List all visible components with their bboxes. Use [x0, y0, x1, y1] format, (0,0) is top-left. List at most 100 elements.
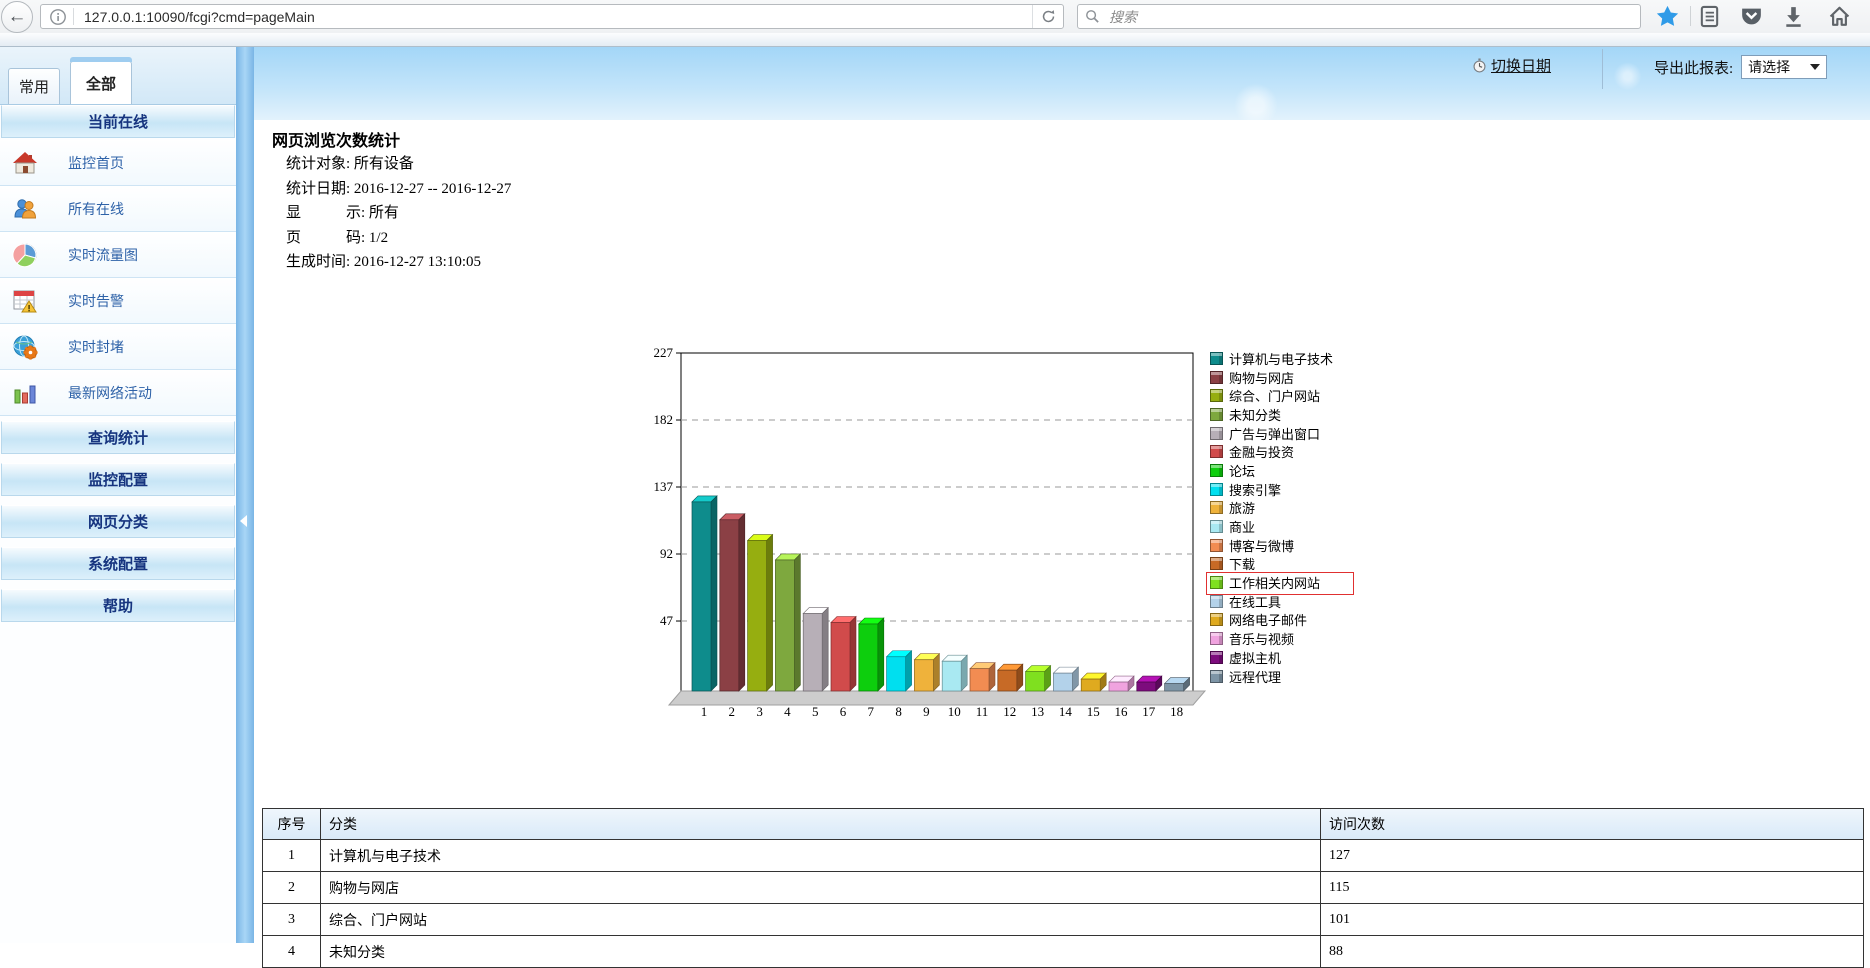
legend-item: 搜索引擎 [1210, 480, 1380, 499]
bookmark-star-icon[interactable] [1656, 5, 1679, 28]
table-cell: 3 [263, 904, 321, 935]
sidebar-splitter[interactable] [236, 47, 254, 943]
legend-label: 计算机与电子技术 [1229, 351, 1334, 367]
legend-swatch [1210, 407, 1223, 421]
legend-item: 工作相关内网站 [1210, 573, 1380, 592]
export-select[interactable]: 请选择 [1741, 55, 1828, 79]
report-table: 序号 分类 访问次数 1 计算机与电子技术 127 2 购物与网店 115 3 综合、门户网站 101… [262, 808, 1864, 968]
legend-swatch [1210, 613, 1223, 627]
svg-text:1: 1 [701, 704, 708, 719]
legend-swatch [1210, 370, 1223, 384]
sidebar-sections: 查询统计监控配置网页分类系统配置帮助 [0, 421, 236, 631]
svg-text:3: 3 [756, 704, 763, 719]
svg-text:15: 15 [1087, 704, 1100, 719]
svg-text:13: 13 [1031, 704, 1044, 719]
svg-text:18: 18 [1170, 704, 1183, 719]
legend-label: 论坛 [1229, 463, 1256, 479]
switch-date-link[interactable]: 切换日期 [1491, 59, 1552, 75]
chevron-down-icon [1810, 64, 1821, 70]
search-input[interactable] [1107, 7, 1640, 26]
alarm-icon [12, 288, 38, 314]
sidebar-item-label: 最新网络活动 [68, 384, 152, 401]
legend-item: 金融与投资 [1210, 442, 1380, 461]
legend-item: 广告与弹出窗口 [1210, 424, 1380, 443]
table-cell: 2 [263, 872, 321, 903]
legend-item: 论坛 [1210, 461, 1380, 480]
legend-swatch [1210, 594, 1223, 608]
sidebar-section-bar[interactable]: 帮助 [1, 589, 235, 622]
sidebar-section-bar[interactable]: 网页分类 [1, 505, 235, 538]
search-bar[interactable] [1077, 4, 1641, 29]
table-row: 3 综合、门户网站 101 [263, 904, 1863, 936]
table-cell: 115 [1329, 879, 1350, 895]
sidebar-item[interactable]: 实时流量图 [0, 232, 236, 278]
legend-label: 博客与微博 [1229, 538, 1295, 554]
back-button[interactable]: ← [1, 1, 33, 33]
legend-label: 商业 [1229, 520, 1256, 536]
report-meta-line: 统计对象: 所有设备 [286, 156, 414, 172]
sidebar-section-bar[interactable]: 监控配置 [1, 463, 235, 496]
page-top-strip [0, 33, 1870, 47]
legend-swatch [1210, 445, 1223, 459]
legend-swatch [1210, 669, 1223, 683]
activity-bars-icon [12, 380, 38, 406]
home-toolbar-icon[interactable] [1828, 5, 1851, 28]
sidebar-item[interactable]: 实时封堵 [0, 324, 236, 370]
url-bar[interactable] [40, 4, 1064, 29]
table-cell: 127 [1329, 847, 1350, 863]
url-input[interactable] [82, 7, 1032, 26]
sidebar-item[interactable]: 最新网络活动 [0, 370, 236, 416]
sidebar-item[interactable]: 所有在线 [0, 186, 236, 232]
legend-label: 广告与弹出窗口 [1229, 426, 1321, 442]
svg-text:17: 17 [1142, 704, 1156, 719]
legend-label: 下载 [1229, 557, 1256, 573]
collapse-arrow-icon[interactable] [240, 515, 247, 527]
reload-button[interactable] [1032, 5, 1063, 28]
home-icon [12, 150, 38, 176]
legend-label: 购物与网店 [1229, 370, 1295, 386]
legend-item: 虚拟主机 [1210, 648, 1380, 667]
legend-item: 下载 [1210, 555, 1380, 574]
sidebar-item[interactable]: 实时告警 [0, 278, 236, 324]
globe-gear-icon [12, 334, 38, 360]
svg-text:137: 137 [654, 479, 674, 494]
sidebar-item-label: 所有在线 [68, 200, 124, 217]
legend-label: 远程代理 [1229, 669, 1282, 685]
tab-all[interactable]: 全部 [70, 57, 132, 104]
svg-text:16: 16 [1115, 704, 1129, 719]
legend-item: 商业 [1210, 517, 1380, 536]
info-icon[interactable] [49, 8, 67, 26]
svg-text:11: 11 [976, 704, 989, 719]
table-header-row: 序号 分类 访问次数 [263, 809, 1863, 840]
sidebar-section-bar[interactable]: 系统配置 [1, 547, 235, 580]
sidebar-section-bar[interactable]: 查询统计 [1, 421, 235, 454]
pocket-icon[interactable] [1740, 5, 1763, 28]
legend-item: 音乐与视频 [1210, 629, 1380, 648]
legend-item: 网络电子邮件 [1210, 611, 1380, 630]
report-meta: 统计对象: 所有设备 统计日期: 2016-12-27 -- 2016-12-27… [286, 152, 511, 275]
legend-item: 综合、门户网站 [1210, 386, 1380, 405]
content-header-band: 切换日期 导出此报表: 请选择 [254, 47, 1870, 120]
legend-label: 金融与投资 [1229, 445, 1295, 461]
legend-label: 旅游 [1229, 501, 1256, 517]
bar-chart: 47 92 137 182 227 1 2 3 4 5 6 7 8 9 10 11 12 13 14 15 16 17 18 [628, 340, 1218, 740]
bookmarks-list-icon[interactable] [1698, 5, 1721, 28]
sidebar-item-label: 监控首页 [68, 154, 124, 171]
sidebar-item[interactable]: 监控首页 [0, 140, 236, 186]
legend-label: 未知分类 [1229, 407, 1282, 423]
browser-toolbar: ← [0, 0, 1870, 34]
legend-swatch [1210, 632, 1223, 646]
download-icon[interactable] [1782, 5, 1805, 28]
sidebar-item-label: 实时流量图 [68, 246, 138, 263]
sidebar-section-online[interactable]: 当前在线 [1, 105, 235, 138]
export-report-label: 导出此报表: [1654, 60, 1734, 77]
legend-label: 搜索引擎 [1229, 482, 1282, 498]
sidebar: 常用 全部 当前在线 监控首页所有在线实时流量图实时告警 实时封堵最新网络活动 查询… [0, 47, 236, 943]
svg-text:14: 14 [1059, 704, 1073, 719]
legend-label: 网络电子邮件 [1229, 613, 1308, 629]
svg-text:12: 12 [1003, 704, 1016, 719]
tab-common[interactable]: 常用 [8, 68, 60, 104]
export-select-value: 请选择 [1748, 59, 1791, 75]
legend-swatch [1210, 538, 1223, 552]
svg-text:227: 227 [654, 345, 674, 360]
